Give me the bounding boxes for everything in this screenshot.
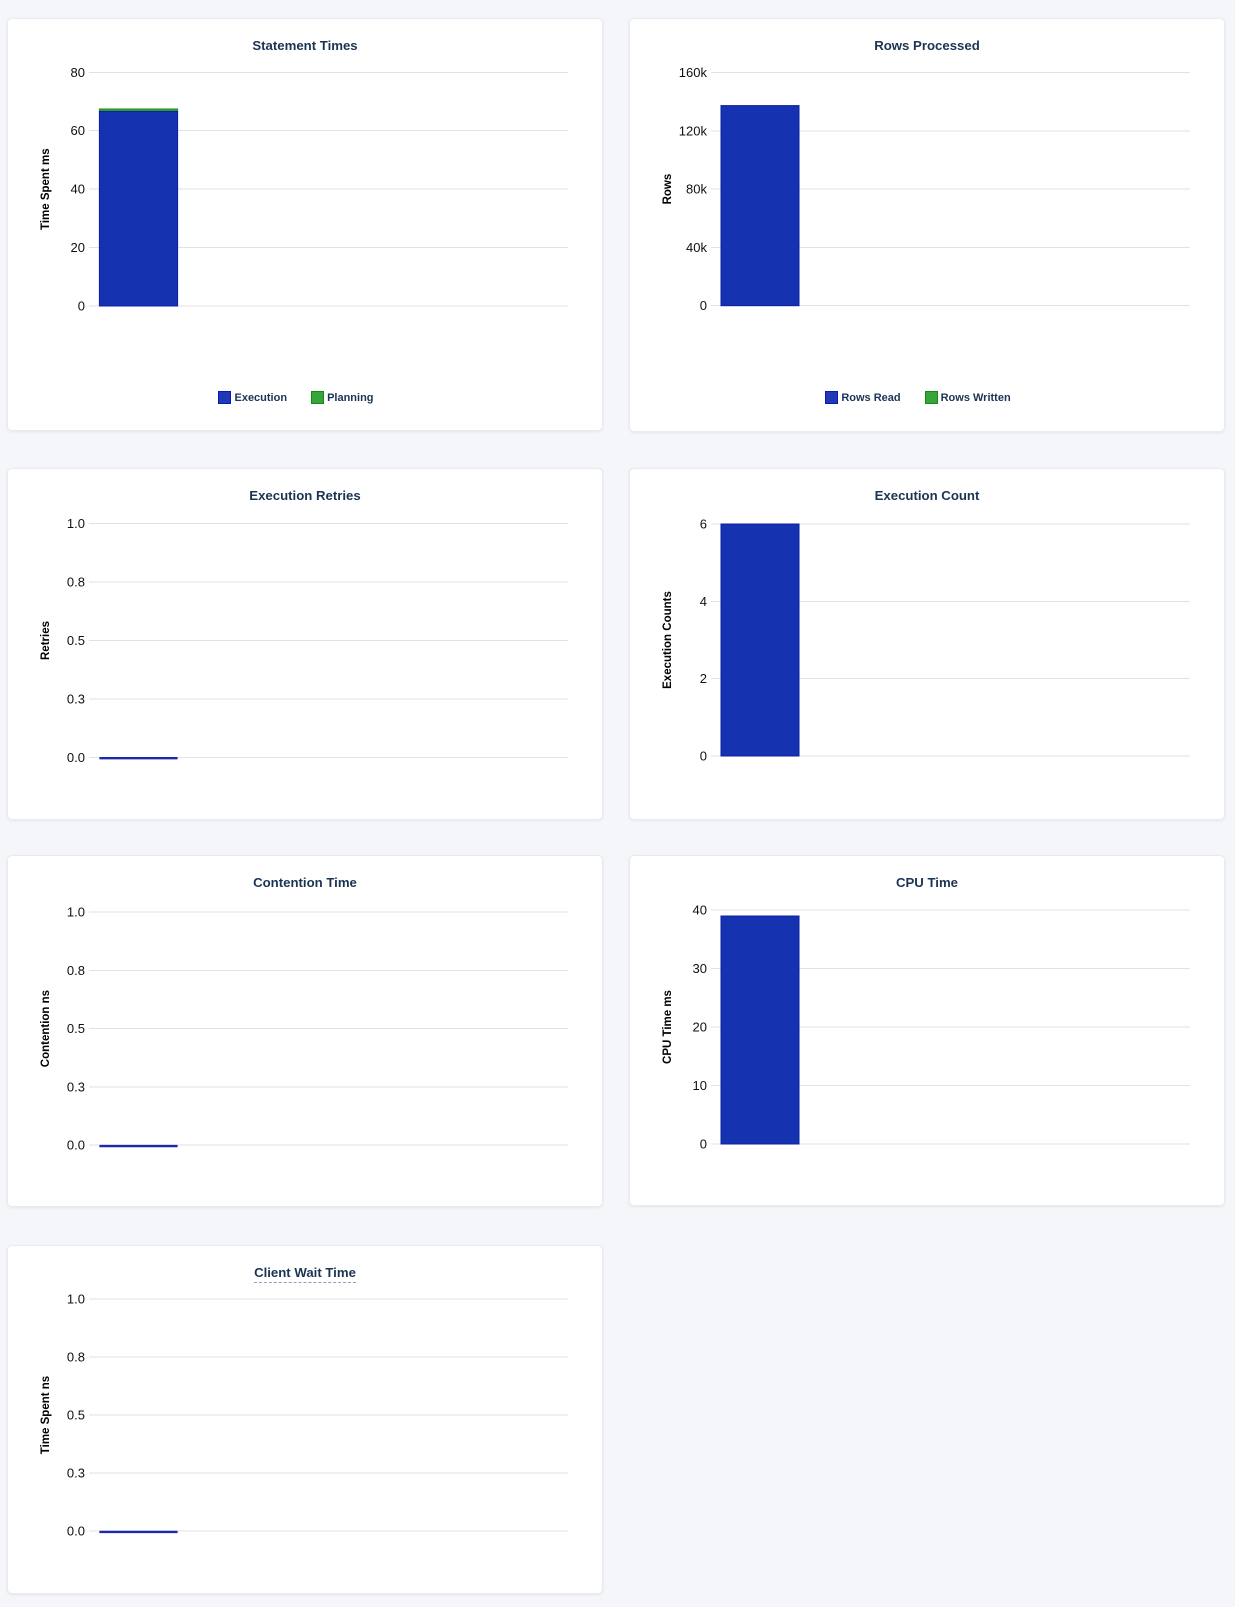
svg-text:1.0: 1.0 <box>67 516 85 531</box>
svg-text:Contention ns: Contention ns <box>40 990 52 1067</box>
svg-text:0.5: 0.5 <box>67 633 85 648</box>
svg-text:0.8: 0.8 <box>67 1350 85 1365</box>
svg-text:0: 0 <box>78 299 85 314</box>
svg-text:0.8: 0.8 <box>67 963 85 978</box>
svg-text:0.0: 0.0 <box>67 750 85 765</box>
svg-text:0.3: 0.3 <box>67 1466 85 1481</box>
svg-text:Time Spent ns: Time Spent ns <box>40 1376 52 1454</box>
svg-text:30: 30 <box>693 961 707 976</box>
svg-text:120k: 120k <box>679 123 708 138</box>
svg-text:160k: 160k <box>679 65 708 80</box>
svg-text:60: 60 <box>71 123 85 138</box>
svg-text:0.8: 0.8 <box>67 575 85 590</box>
svg-text:0: 0 <box>700 749 707 764</box>
svg-text:0: 0 <box>700 1137 707 1152</box>
svg-text:40: 40 <box>71 182 85 197</box>
svg-text:6: 6 <box>700 517 707 532</box>
svg-text:2: 2 <box>700 671 707 686</box>
svg-text:Rows: Rows <box>662 174 674 205</box>
svg-text:Retries: Retries <box>40 621 52 660</box>
svg-text:4: 4 <box>700 594 707 609</box>
svg-text:0.3: 0.3 <box>67 691 85 706</box>
svg-text:20: 20 <box>693 1020 707 1035</box>
svg-text:40k: 40k <box>686 240 707 255</box>
svg-text:10: 10 <box>693 1078 707 1093</box>
svg-text:0.3: 0.3 <box>67 1079 85 1094</box>
svg-text:0.0: 0.0 <box>67 1138 85 1153</box>
svg-text:20: 20 <box>71 240 85 255</box>
svg-text:0.0: 0.0 <box>67 1524 85 1539</box>
svg-text:80k: 80k <box>686 182 707 197</box>
svg-text:40: 40 <box>693 903 707 918</box>
svg-text:0: 0 <box>700 298 707 313</box>
svg-text:CPU Time ms: CPU Time ms <box>662 990 674 1064</box>
svg-text:80: 80 <box>71 65 85 80</box>
svg-text:0.5: 0.5 <box>67 1021 85 1036</box>
svg-text:1.0: 1.0 <box>67 1292 85 1307</box>
svg-text:Time Spent ms: Time Spent ms <box>40 148 52 230</box>
svg-text:1.0: 1.0 <box>67 905 85 920</box>
svg-text:0.5: 0.5 <box>67 1408 85 1423</box>
svg-text:Execution Counts: Execution Counts <box>662 591 674 689</box>
